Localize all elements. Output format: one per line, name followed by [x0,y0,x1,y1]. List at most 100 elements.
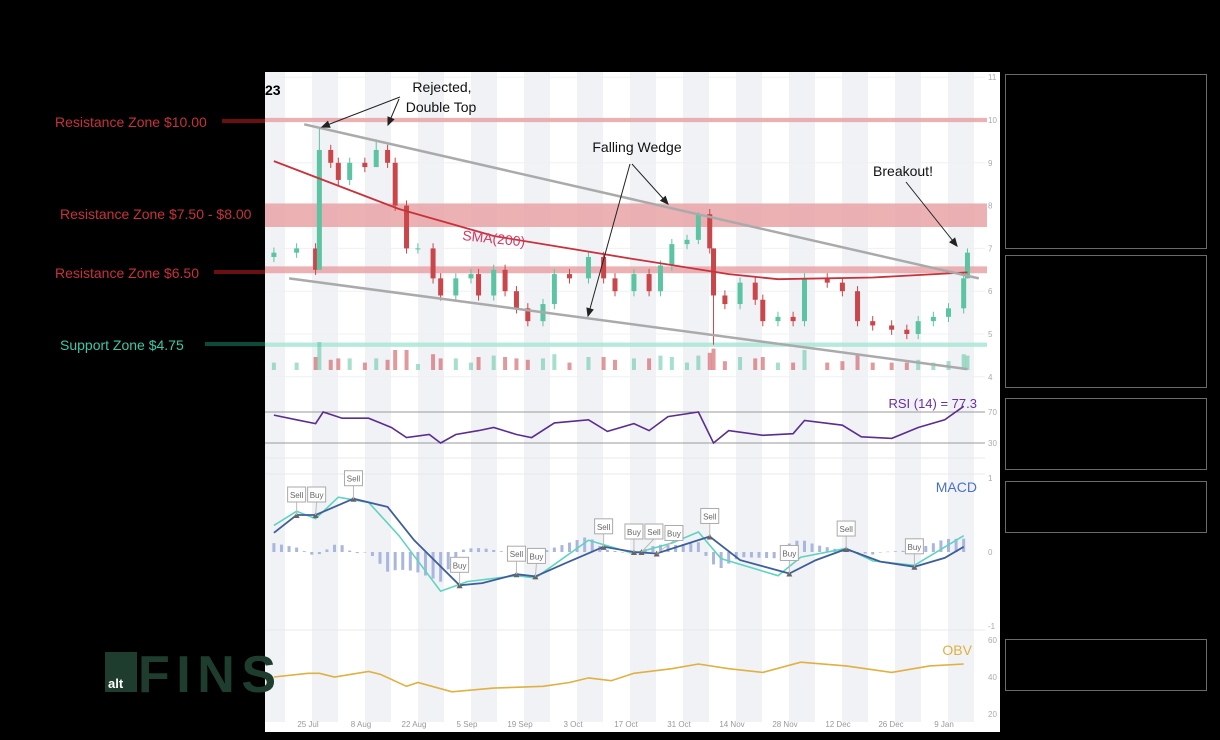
week-stripes [265,72,974,722]
candle-body [646,274,652,292]
candle-body [737,282,743,305]
zone-band-2 [265,266,987,274]
signal-label-buy: Buy [310,491,324,500]
macd-histogram-bar [848,551,852,553]
sma-200-line [273,160,968,281]
candle-body [316,149,322,270]
side-panel-4 [1005,481,1207,533]
macd-histogram-bar [545,550,549,552]
candle-body [468,274,474,279]
volume-bar [840,361,845,370]
week-stripe [789,72,815,722]
week-stripe [683,72,709,722]
candle-body [657,265,663,292]
signal-box [343,470,363,487]
candle-body [392,162,398,206]
macd-histogram-bar [818,545,822,552]
volume-bar [468,362,473,370]
volume-bar [328,359,333,370]
macd-histogram-bar [886,551,890,553]
x-tick-label: 26 Dec [878,720,903,729]
macd-histogram-bar [492,549,496,552]
volume-bar [491,355,496,370]
volume-bar [313,357,318,370]
x-tick-label: 9 Jan [934,720,954,729]
volume-bar [685,362,689,370]
annotations: 23 Rejected, Double Top Falling Wedge Br… [265,79,977,658]
week-stripe [312,72,338,722]
logo-fins: FINS [138,646,276,704]
macd-histogram-bar [340,545,344,552]
annotation-breakout: Breakout! [873,163,933,179]
zone-band-0 [265,117,987,123]
signal-label-sell: Sell [840,525,854,534]
volume-bar [567,362,572,370]
volume-bar [965,355,970,370]
price-tick-label: 10 [988,116,997,125]
volume-bar [889,362,894,370]
candle-body [347,162,353,180]
macd-histogram-bar [401,552,405,570]
zone-label-7-50-8: Resistance Zone $7.50 - $8.00 [60,206,252,222]
macd-histogram-bar [696,542,700,552]
macd-histogram-bar [727,552,731,564]
candle-body [946,308,952,317]
macd-histogram-bar [325,549,329,552]
obv-tick-label: 20 [988,710,997,719]
x-tick-label: 8 Aug [351,720,371,729]
macd-histogram-bar [863,552,867,554]
candle-body [502,269,508,292]
signal-box [904,538,924,555]
volume-bar [385,359,390,370]
volume-bar [374,358,379,370]
macd-histogram-bar [431,552,435,579]
macd-histogram-bar [393,552,397,571]
macd-panel: Sell Buy Sell Buy Sell Buy Sell Buy Sell Buy Sell B… [272,470,966,593]
volume-bar [722,361,727,370]
signal-label-sell: Sell [703,512,717,521]
volume-bar [791,362,796,370]
arrow-rejected-1 [321,96,401,128]
volume-bar [393,350,398,370]
macd-histogram-bar [423,552,427,576]
candle-body [373,149,379,168]
macd-histogram-bar [734,552,738,560]
volume-bar [552,354,557,370]
macd-signal-line [273,496,965,593]
macd-histogram-bar [765,552,769,558]
macd-histogram-bar [719,552,723,568]
candle-body [775,316,781,322]
signal-stem [534,563,537,577]
week-stripe [630,72,656,722]
annotation-falling-wedge: Falling Wedge [592,139,681,155]
macd-histogram-bar [621,552,625,553]
macd-histogram-bar [931,543,935,552]
overlays [273,123,980,371]
signal-stem [315,501,318,516]
volume-bar [438,358,443,370]
candle-body [385,149,391,163]
macd-histogram-bar [613,551,617,552]
candle-body [695,214,701,240]
macd-histogram-bar [370,552,374,557]
candle-body [684,239,690,245]
candle-body [567,274,573,279]
macd-histogram-bar [939,540,943,552]
candle-body [707,214,713,249]
signal-box [664,524,684,541]
obv-tick-label: 60 [988,636,997,645]
price-tick-label: 8 [988,202,993,211]
week-stripe [736,72,762,722]
macd-histogram-bar [590,539,594,552]
candle-body [513,291,519,309]
week-stripe [524,72,550,722]
candle-body [612,278,618,292]
macd-histogram-bar [878,552,882,553]
arrow-breakout-head [949,237,958,248]
volume-bar [916,359,921,370]
macd-histogram-bar [272,543,276,552]
candle-body [335,162,341,180]
arrow-wedge-upper [631,163,669,205]
candle-body [453,278,459,296]
arrow-rejected-1-head [320,120,331,128]
